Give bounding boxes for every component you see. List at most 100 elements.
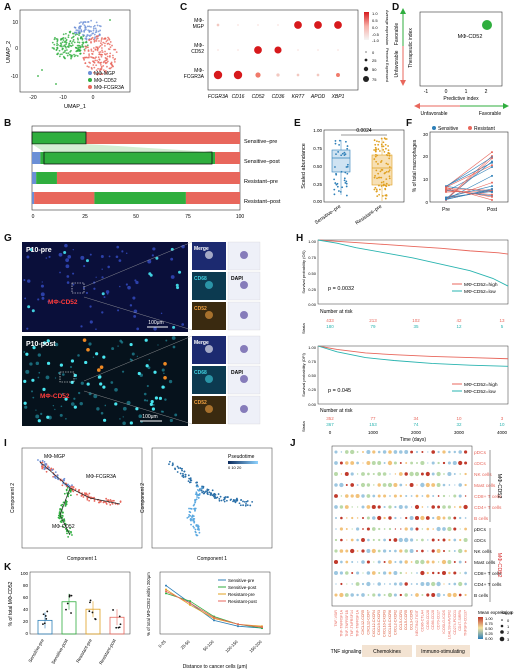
- umap-point: [83, 29, 86, 31]
- interaction-dot: [346, 583, 348, 585]
- dapi-label: DAPI: [231, 276, 244, 282]
- nucleus: [40, 292, 45, 297]
- interaction-dot: [409, 516, 414, 520]
- e-point: [388, 175, 391, 178]
- nucleus: [164, 398, 167, 401]
- interaction-dot: [441, 570, 447, 576]
- interaction-dot: [383, 560, 386, 564]
- umap-ytick: 0: [15, 46, 18, 52]
- cell-point: [76, 493, 78, 496]
- interaction-dot: [388, 560, 392, 564]
- interaction-dot: [427, 539, 429, 541]
- cell-point: [61, 484, 64, 487]
- section-bg-chemokines: [362, 645, 412, 657]
- umap-point: [99, 61, 101, 64]
- umap-point: [100, 38, 103, 41]
- expression-dot: [277, 24, 279, 26]
- umap-point: [99, 63, 102, 66]
- interaction-dot: [464, 461, 468, 465]
- bar-segment: [40, 152, 216, 164]
- cell-type-label: pDCs: [474, 527, 487, 533]
- e-point: [388, 184, 390, 187]
- cd68-cell: [63, 251, 67, 255]
- panel-label-d: D: [392, 2, 400, 13]
- interaction-dot: [431, 450, 436, 454]
- interaction-dot: [447, 516, 452, 520]
- svg-text:1: 1: [507, 624, 510, 629]
- cell-point: [179, 467, 182, 469]
- panel-label-e: E: [294, 118, 301, 129]
- nucleus: [136, 355, 139, 358]
- nucleus: [37, 298, 40, 301]
- cell-point: [65, 503, 68, 506]
- nucleus: [95, 276, 97, 278]
- e-point: [387, 170, 390, 173]
- legend-swatch-fcgr3a: [88, 85, 92, 89]
- umap-point: [98, 46, 101, 48]
- cell-point: [37, 459, 39, 461]
- cell-point: [182, 472, 184, 475]
- risk-low: 32: [456, 422, 462, 427]
- nucleus: [40, 412, 43, 415]
- e-point: [384, 143, 387, 146]
- cell-point: [49, 468, 52, 471]
- k-point: [44, 615, 47, 617]
- interaction-dot: [463, 504, 468, 510]
- paired-line: [445, 188, 493, 191]
- interaction-dot: [345, 560, 349, 564]
- e-point: [376, 154, 378, 157]
- interaction-dot: [404, 549, 408, 553]
- e-point: [344, 181, 347, 184]
- umap-point: [101, 51, 104, 54]
- cell-point: [188, 477, 191, 480]
- interaction-dot: [431, 581, 436, 587]
- e-point: [376, 177, 378, 180]
- umap-point: [94, 48, 97, 51]
- cell-point: [189, 477, 192, 480]
- cell-type-label: Mast cells: [474, 560, 496, 566]
- nucleus: [77, 354, 80, 357]
- umap-point: [68, 42, 71, 45]
- cell-point: [223, 497, 226, 500]
- interaction-dot: [399, 462, 402, 464]
- nucleus: [41, 281, 43, 283]
- interaction-dot: [377, 472, 382, 476]
- e-point: [337, 151, 340, 153]
- e-point: [383, 150, 386, 153]
- svg-text:40: 40: [23, 607, 29, 612]
- cell-type-label: CD8+ T cells: [474, 494, 502, 500]
- svg-text:50: 50: [372, 67, 377, 72]
- nucleus: [101, 276, 104, 279]
- nucleus: [80, 255, 85, 260]
- cell-point: [39, 460, 42, 463]
- interaction-dot: [442, 593, 446, 597]
- cell-point: [43, 461, 46, 463]
- interaction-dot: [377, 450, 381, 454]
- svg-text:0.75: 0.75: [308, 255, 317, 260]
- cell-type-label: CD8+ T cells: [474, 571, 502, 577]
- interaction-dot: [388, 505, 392, 509]
- interaction-dot: [393, 538, 398, 542]
- cd68-cell: [32, 346, 36, 350]
- k-point: [68, 594, 71, 597]
- k-line-point: [213, 619, 215, 622]
- umap-point: [56, 39, 59, 42]
- umap-point: [102, 41, 105, 44]
- umap-point: [109, 41, 112, 43]
- e-point: [382, 148, 385, 151]
- e-point: [335, 183, 338, 186]
- umap-point: [108, 67, 111, 70]
- interaction-dot: [372, 593, 376, 597]
- paired-line: [445, 151, 493, 188]
- umap-point: [64, 57, 66, 60]
- nucleus: [125, 252, 128, 255]
- svg-text:-log₁₀p: -log₁₀p: [500, 610, 514, 615]
- svg-text:Number at risk: Number at risk: [320, 309, 353, 315]
- cell-point: [234, 501, 237, 504]
- cd68-cell: [102, 355, 106, 359]
- umap-point: [107, 48, 110, 50]
- nucleus: [125, 283, 129, 286]
- k-point: [42, 613, 45, 616]
- nucleus: [69, 365, 73, 369]
- interaction-dot: [366, 571, 371, 575]
